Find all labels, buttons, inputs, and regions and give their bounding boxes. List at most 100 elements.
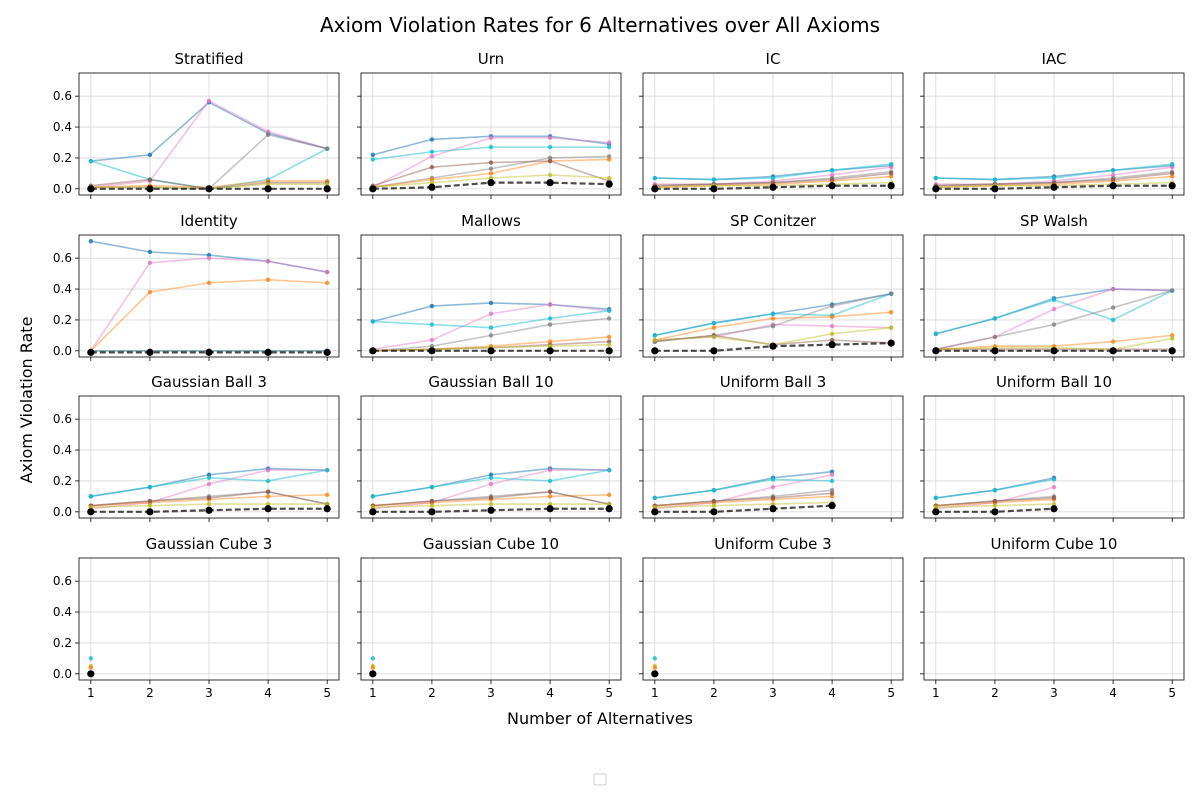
data-point: [147, 260, 153, 265]
data-point: [547, 302, 553, 307]
x-tick-label: 3: [205, 686, 213, 700]
data-point: [488, 160, 494, 165]
data-point: [146, 508, 154, 516]
legend-box: [593, 773, 607, 786]
data-point: [829, 303, 835, 309]
data-point: [205, 506, 213, 514]
data-point: [487, 506, 495, 514]
data-point: [828, 182, 836, 190]
data-point: [992, 316, 998, 321]
subplot-title: Gaussian Ball 10: [428, 373, 553, 391]
series: [652, 161, 894, 182]
data-point: [992, 334, 998, 340]
data-point: [828, 502, 836, 510]
data-point: [488, 311, 494, 316]
y-tick-label: 0.4: [53, 443, 72, 457]
axes-frame: [923, 395, 1185, 519]
series: [932, 505, 1058, 516]
data-point: [87, 508, 95, 516]
data-point: [1110, 177, 1116, 182]
data-point: [1169, 288, 1175, 293]
data-point: [1109, 182, 1117, 190]
data-point: [1051, 180, 1057, 185]
subplot-title: Gaussian Cube 10: [423, 535, 559, 553]
series: [88, 501, 330, 510]
data-point: [606, 467, 612, 473]
y-tick-label: 0.6: [53, 251, 72, 265]
data-point: [428, 508, 436, 516]
data-point: [546, 505, 554, 513]
data-point: [829, 488, 835, 493]
data-point: [547, 501, 553, 507]
data-point: [1169, 171, 1175, 176]
data-point: [1168, 347, 1176, 355]
data-point: [488, 475, 494, 481]
data-point: [992, 177, 998, 182]
data-point: [932, 185, 940, 193]
data-point: [324, 269, 330, 275]
axes-frame: [642, 395, 904, 519]
x-tick-label: 2: [710, 686, 718, 700]
data-point: [369, 185, 377, 193]
data-point: [1051, 322, 1057, 327]
data-point: [711, 488, 717, 493]
data-point: [606, 175, 612, 181]
subplot-title: Mallows: [461, 212, 521, 230]
series: [87, 505, 331, 516]
data-point: [606, 157, 612, 162]
data-point: [547, 172, 553, 178]
x-tick-label: 1: [369, 686, 377, 700]
data-point: [206, 280, 212, 286]
series: [933, 477, 1057, 501]
data-point: [1110, 305, 1116, 310]
data-point: [652, 333, 658, 338]
axes-frame: [78, 395, 340, 519]
data-point: [547, 322, 553, 327]
data-point: [265, 478, 271, 484]
data-point: [710, 347, 718, 355]
x-axis-label: Number of Alternatives: [507, 709, 693, 728]
series: [933, 501, 1057, 510]
data-point: [264, 185, 272, 193]
data-point: [770, 484, 776, 490]
data-point: [429, 149, 435, 154]
subplot: Mallows: [357, 212, 622, 361]
data-point: [1110, 317, 1116, 323]
data-point: [888, 174, 894, 179]
data-point: [606, 308, 612, 313]
data-point: [770, 180, 776, 185]
data-point: [147, 249, 153, 255]
series: [651, 339, 895, 355]
data-point: [146, 185, 154, 193]
data-point: [606, 144, 612, 150]
axes-frame: [78, 557, 340, 681]
y-tick-label: 0.2: [53, 313, 72, 327]
series: [88, 656, 94, 661]
subplot: Gaussian Ball 10: [357, 373, 622, 522]
data-point: [87, 185, 95, 193]
data-point: [265, 129, 271, 134]
data-point: [652, 175, 658, 181]
data-point: [770, 323, 776, 329]
axes-frame: [360, 72, 622, 196]
data-point: [547, 343, 553, 349]
y-tick-label: 0.0: [53, 505, 72, 519]
data-point: [88, 504, 94, 510]
data-point: [206, 472, 212, 477]
data-point: [932, 347, 940, 355]
series: [370, 144, 612, 162]
data-point: [88, 238, 94, 244]
data-point: [547, 494, 553, 499]
axes-frame: [642, 234, 904, 358]
data-point: [547, 158, 553, 164]
data-point: [323, 348, 331, 356]
data-point: [1110, 172, 1116, 178]
data-point: [1169, 174, 1175, 179]
series: [932, 347, 1176, 355]
data-point: [770, 477, 776, 482]
series: [87, 670, 95, 678]
data-point: [488, 175, 494, 181]
y-tick-label: 0.2: [53, 636, 72, 650]
data-point: [932, 508, 940, 516]
subplot: IC: [639, 50, 904, 199]
